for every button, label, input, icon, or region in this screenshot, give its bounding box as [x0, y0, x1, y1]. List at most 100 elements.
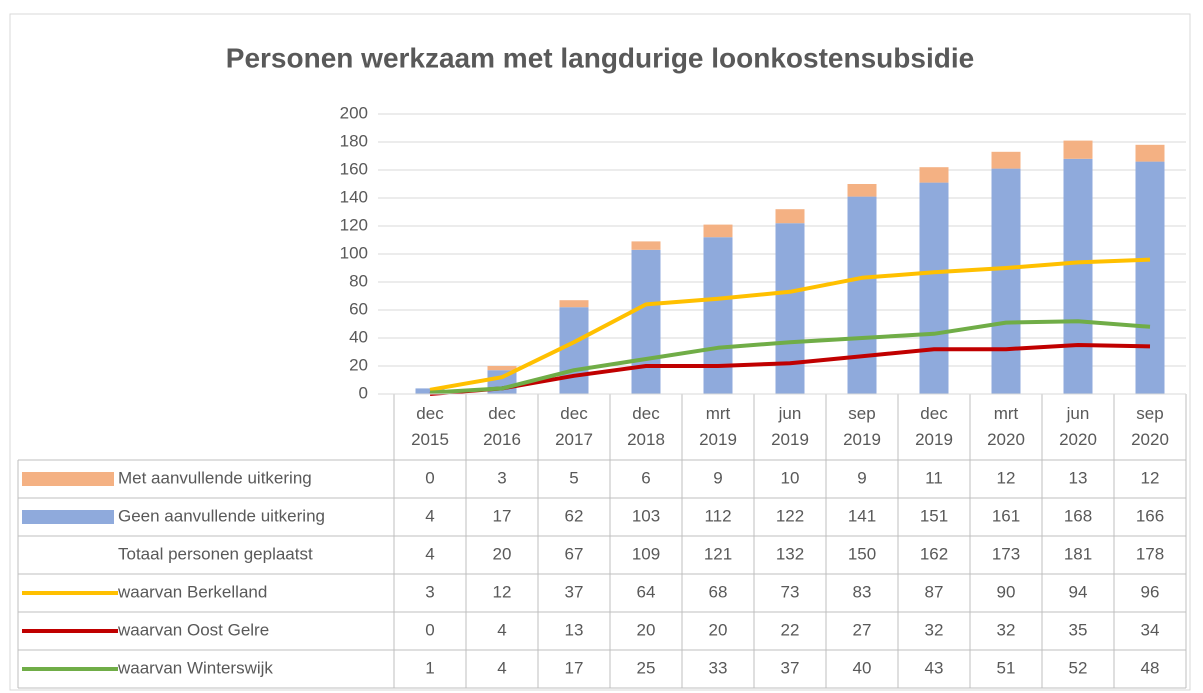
table-value: 48: [1141, 658, 1160, 677]
x-tick-label: sep 2020: [1114, 394, 1186, 460]
legend-label: Geen aanvullende uitkering: [118, 506, 325, 525]
table-value: 4: [497, 620, 506, 639]
x-tick-text: mrt 2020: [987, 404, 1025, 449]
table-value: 40: [853, 658, 872, 677]
table-value: 37: [565, 582, 584, 601]
table-value: 132: [776, 544, 804, 563]
table-value: 173: [992, 544, 1020, 563]
bar: [991, 151, 1021, 169]
table-value: 4: [425, 544, 434, 563]
table-value: 35: [1069, 620, 1088, 639]
legend-key: [22, 510, 114, 524]
bar: [559, 307, 589, 394]
table-value: 83: [853, 582, 872, 601]
legend-key: [22, 472, 114, 486]
table-value: 94: [1069, 582, 1088, 601]
x-tick-label: sep 2019: [826, 394, 898, 460]
legend-label: Met aanvullende uitkering: [118, 468, 312, 487]
x-tick-text: dec 2019: [915, 404, 953, 449]
y-tick-label: 180: [340, 131, 368, 150]
x-tick-label: mrt 2020: [970, 394, 1042, 460]
table-value: 33: [709, 658, 728, 677]
table-value: 141: [848, 506, 876, 525]
bar: [487, 366, 517, 371]
y-tick-label: 40: [349, 327, 368, 346]
y-tick-label: 140: [340, 187, 368, 206]
table-value: 32: [925, 620, 944, 639]
table-value: 73: [781, 582, 800, 601]
table-value: 4: [497, 658, 506, 677]
table-value: 34: [1141, 620, 1160, 639]
legend-label: waarvan Winterswijk: [117, 658, 273, 677]
x-tick-label: dec 2017: [538, 394, 610, 460]
table-value: 62: [565, 506, 584, 525]
x-tick-label: dec 2018: [610, 394, 682, 460]
table-value: 122: [776, 506, 804, 525]
x-tick-text: jun 2019: [771, 404, 809, 449]
table-value: 25: [637, 658, 656, 677]
table-value: 32: [997, 620, 1016, 639]
bar: [631, 249, 661, 394]
x-tick-text: dec 2015: [411, 404, 449, 449]
table-value: 0: [425, 620, 434, 639]
legend-label: Totaal personen geplaatst: [118, 544, 313, 563]
table-value: 22: [781, 620, 800, 639]
table-value: 12: [493, 582, 512, 601]
table-value: 67: [565, 544, 584, 563]
table-value: 6: [641, 468, 650, 487]
y-tick-label: 20: [349, 355, 368, 374]
bar: [559, 300, 589, 308]
y-tick-label: 200: [340, 103, 368, 122]
y-tick-label: 120: [340, 215, 368, 234]
chart-title: Personen werkzaam met langdurige loonkos…: [226, 42, 974, 73]
table-value: 9: [713, 468, 722, 487]
table-value: 9: [857, 468, 866, 487]
bar: [703, 237, 733, 394]
x-tick-label: jun 2020: [1042, 394, 1114, 460]
table-value: 13: [565, 620, 584, 639]
legend-label: waarvan Berkelland: [117, 582, 267, 601]
table-value: 90: [997, 582, 1016, 601]
table-value: 112: [704, 506, 731, 525]
bar: [919, 167, 949, 183]
table-value: 1: [425, 658, 434, 677]
legend-label: waarvan Oost Gelre: [117, 620, 269, 639]
table-value: 13: [1069, 468, 1088, 487]
bar: [1135, 144, 1165, 162]
table-value: 51: [997, 658, 1016, 677]
x-tick-label: mrt 2019: [682, 394, 754, 460]
bar: [703, 224, 733, 238]
table-value: 151: [920, 506, 948, 525]
x-tick-text: dec 2017: [555, 404, 593, 449]
table-value: 27: [853, 620, 872, 639]
bar: [775, 209, 805, 224]
table-value: 162: [920, 544, 948, 563]
table-value: 178: [1136, 544, 1164, 563]
table-value: 150: [848, 544, 876, 563]
line-series: [429, 319, 1151, 395]
table-value: 64: [637, 582, 656, 601]
bar: [919, 182, 949, 394]
x-tick-label: jun 2019: [754, 394, 826, 460]
bar: [631, 241, 661, 250]
x-tick-text: sep 2020: [1131, 404, 1169, 449]
bar: [847, 184, 877, 197]
x-tick-label: dec 2016: [466, 394, 538, 460]
table-value: 52: [1069, 658, 1088, 677]
table-value: 20: [637, 620, 656, 639]
table-value: 0: [425, 468, 434, 487]
y-tick-label: 100: [340, 243, 368, 262]
table-value: 96: [1141, 582, 1160, 601]
table-value: 87: [925, 582, 944, 601]
table-value: 166: [1136, 506, 1164, 525]
table-value: 121: [704, 544, 732, 563]
table-value: 43: [925, 658, 944, 677]
table-value: 20: [493, 544, 512, 563]
x-tick-text: jun 2020: [1059, 404, 1097, 449]
table-value: 103: [632, 506, 660, 525]
x-tick-label: dec 2019: [898, 394, 970, 460]
table-value: 10: [781, 468, 800, 487]
bar: [991, 168, 1021, 394]
table-value: 20: [709, 620, 728, 639]
x-tick-label: dec 2015: [394, 394, 466, 460]
